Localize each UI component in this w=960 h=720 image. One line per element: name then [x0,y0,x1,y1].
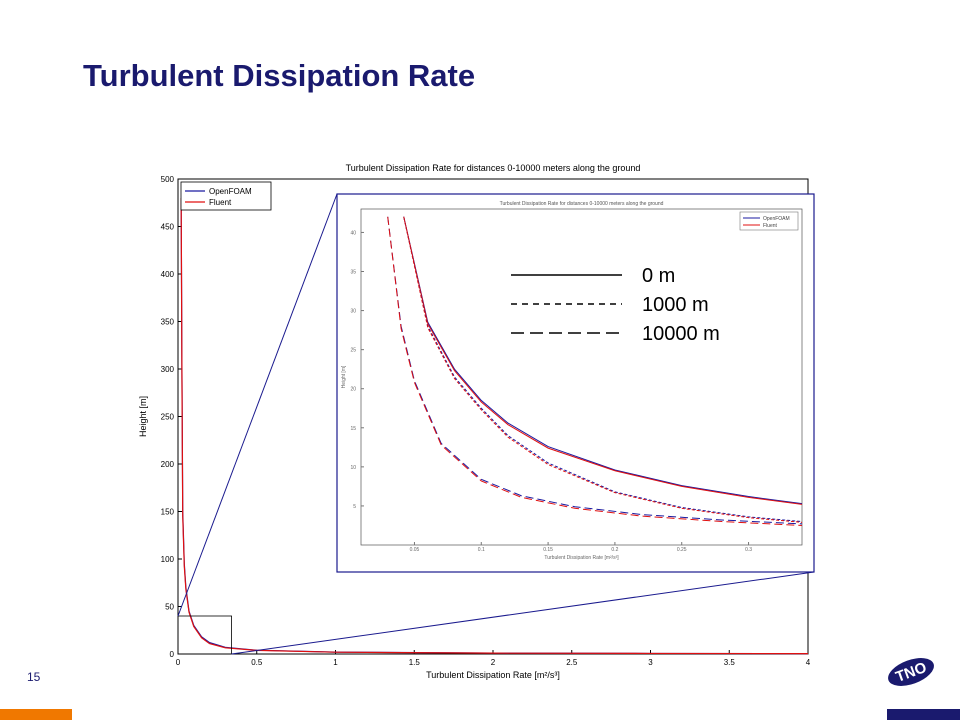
inset-y-axis-label: Height [m] [341,365,347,388]
inset-x-tick-label: 0.25 [677,547,687,553]
zoom-connector-line [177,193,338,617]
main-y-tick-label: 100 [161,555,175,564]
page-title: Turbulent Dissipation Rate [83,58,476,93]
inset-chart-title: Turbulent Dissipation Rate for distances… [500,201,664,207]
main-legend-box [180,181,272,211]
main-x-axis-label: Turbulent Dissipation Rate [m²/s³] [426,670,560,680]
inset-x-tick-label: 0.3 [745,547,752,553]
inset-x-tick-label: 0.05 [410,547,420,553]
main-x-tick-label: 2.5 [566,658,578,667]
inset-y-tick-label: 15 [350,426,356,432]
main-legend-label: Fluent [209,198,232,207]
inset-series-line [403,216,803,523]
linestyle-legend-label: 1000 m [642,294,709,316]
inset-x-tick-label: 0.1 [478,547,485,553]
main-y-tick-label: 250 [161,413,175,422]
main-x-tick-label: 0.5 [251,658,263,667]
main-y-tick-label: 450 [161,223,175,232]
footer-bar-right [887,709,960,720]
main-y-tick-label: 500 [161,175,175,184]
tno-logo-icon: TNO [888,658,934,686]
inset-y-tick-label: 20 [350,387,356,393]
main-series-line [180,197,809,655]
main-y-tick-label: 400 [161,270,175,279]
page-number: 15 [27,670,41,684]
main-x-tick-label: 1.5 [409,658,421,667]
main-y-axis-label: Height [m] [138,396,148,437]
inset-y-tick-label: 30 [350,309,356,315]
inset-x-tick-label: 0.15 [543,547,553,553]
main-legend-label: OpenFOAM [209,187,252,196]
inset-series-line [387,216,803,526]
main-y-tick-label: 0 [170,650,175,659]
inset-y-tick-label: 35 [350,270,356,276]
inset-legend-label: Fluent [763,223,778,229]
main-y-tick-label: 350 [161,318,175,327]
inset-y-tick-label: 25 [350,348,356,354]
inset-legend-label: OpenFOAM [763,216,790,222]
inset-plot-frame [360,208,803,546]
footer-bar-left [0,709,72,720]
zoom-connector-line [231,571,815,655]
main-chart-title: Turbulent Dissipation Rate for distances… [346,163,641,173]
inset-series-line [403,216,803,523]
inset-x-axis-label: Turbulent Dissipation Rate [m²/s³] [544,555,619,561]
inset-y-tick-label: 5 [353,504,356,510]
main-y-tick-label: 200 [161,460,175,469]
inset-x-tick-label: 0.2 [611,547,618,553]
linestyle-legend-label: 10000 m [642,323,720,345]
inset-series-line [403,216,803,505]
main-x-tick-label: 2 [491,658,496,667]
zoom-selection-box [177,615,232,655]
main-y-tick-label: 50 [165,603,174,612]
main-x-tick-label: 3.5 [724,658,736,667]
linestyle-legend-label: 0 m [642,265,675,287]
inset-y-tick-label: 40 [350,230,356,236]
main-y-tick-label: 150 [161,508,175,517]
main-y-tick-label: 300 [161,365,175,374]
main-x-tick-label: 4 [806,658,811,667]
main-x-tick-label: 1 [333,658,338,667]
inset-series-line [403,216,803,505]
main-x-tick-label: 3 [648,658,653,667]
main-x-tick-label: 0 [176,658,181,667]
inset-y-tick-label: 10 [350,465,356,471]
